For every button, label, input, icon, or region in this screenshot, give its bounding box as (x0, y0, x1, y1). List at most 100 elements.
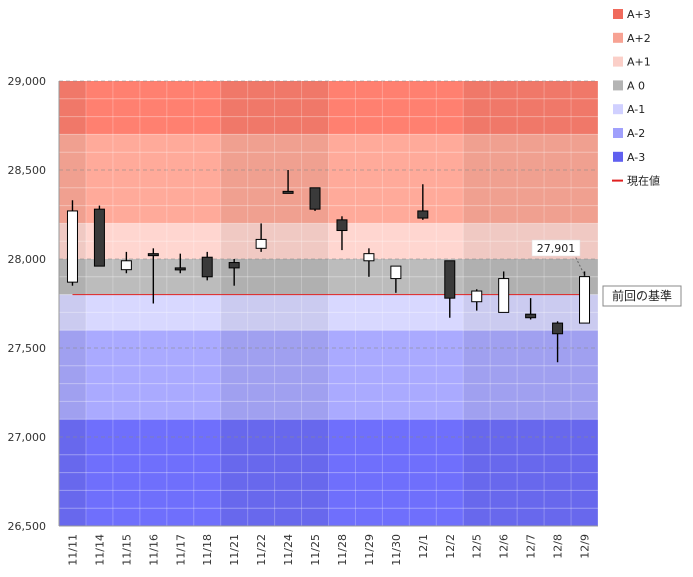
band-Aplus2 (59, 134, 598, 224)
candle-body-down (525, 313, 537, 319)
legend-swatch (613, 56, 623, 67)
x-tick-label: 11/29 (363, 534, 376, 566)
x-tick-label: 12/1 (417, 534, 430, 559)
x-tick-label: 11/21 (228, 534, 241, 566)
legend-label: A-2 (627, 127, 645, 140)
last-close-leader (573, 253, 586, 277)
candle-11-29 (363, 248, 375, 277)
legend-swatch (613, 32, 623, 43)
candle-body-up (255, 238, 267, 249)
legend-label: A-3 (627, 151, 645, 164)
grid-layer (58, 80, 599, 527)
candle-body-down (282, 190, 294, 194)
candle-body-up (390, 265, 402, 280)
candle-11-14 (93, 205, 105, 267)
candle-12-8 (552, 321, 564, 363)
candle-body-up (120, 260, 132, 271)
candle-body-up (471, 290, 483, 303)
x-tick-label: 11/18 (201, 534, 214, 566)
candle-12-7 (525, 298, 537, 320)
x-tick-label: 12/2 (444, 534, 457, 559)
legend: A+3 A+2 A+1 A 0 A-1 A-2 A-3 現在値 (612, 8, 660, 188)
candle-11-16 (147, 248, 159, 304)
x-tick-label: 11/28 (336, 534, 349, 566)
legend-swatch (613, 80, 623, 91)
candle-body-down (174, 267, 186, 271)
candle-body-up (66, 210, 78, 283)
candle-11-30 (390, 265, 402, 293)
candle-12-2 (444, 260, 456, 318)
x-tick-label: 11/15 (120, 534, 133, 566)
candle-body-down (417, 210, 429, 219)
candle-body-down (147, 253, 159, 257)
band-Aplus3 (59, 81, 598, 135)
week-shade (59, 81, 86, 526)
candle-11-22 (255, 223, 267, 252)
y-tick-label: 27,500 (8, 342, 47, 355)
candle-11-15 (120, 251, 132, 274)
x-tick-label: 11/11 (66, 534, 79, 566)
candle-12-9 (579, 271, 591, 324)
candle-12-5 (471, 289, 483, 311)
x-tick-label: 11/14 (93, 534, 106, 566)
candle-11-21 (228, 259, 240, 286)
x-tick-label: 12/6 (498, 534, 511, 559)
candle-11-11 (66, 200, 78, 286)
column-shade-layer (59, 81, 598, 526)
candle-body-down (444, 260, 456, 299)
week-shade (220, 81, 329, 526)
x-tick-label: 12/5 (471, 534, 484, 559)
candle-body-down (552, 322, 564, 335)
candle-11-24 (282, 170, 294, 194)
candle-body-up (363, 253, 375, 262)
candle-12-1 (417, 184, 429, 220)
candle-11-28 (336, 216, 348, 251)
callout-layer: 27,901 前回の基準 (531, 239, 682, 307)
candle-body-down (336, 219, 348, 232)
band-Aminus2 (59, 330, 598, 420)
candle-body-down (228, 262, 240, 269)
y-tick-label: 26,500 (8, 520, 47, 533)
legend-swatch (613, 104, 623, 115)
legend-label: 現在値 (627, 175, 660, 188)
y-tick-label: 27,000 (8, 431, 47, 444)
candle-11-17 (174, 253, 186, 274)
legend-swatch (613, 9, 623, 19)
candle-12-6 (498, 271, 510, 313)
last-close-box (531, 239, 581, 257)
x-tick-label: 12/8 (552, 534, 565, 559)
x-tick-label: 12/7 (525, 534, 538, 559)
previous-basis-box (602, 285, 682, 307)
candle-body-up (498, 278, 510, 313)
x-tick-label: 12/9 (579, 534, 592, 559)
x-tick-label: 11/25 (309, 534, 322, 566)
legend-label: A+3 (627, 8, 651, 21)
band-Aplus1 (59, 223, 598, 259)
legend-swatch (613, 128, 623, 138)
x-tick-label: 11/30 (390, 534, 403, 566)
legend-label: A+2 (627, 32, 651, 45)
x-tick-label: 11/24 (282, 534, 295, 566)
legend-label: A+1 (627, 56, 651, 69)
legend-label: A 0 (627, 79, 645, 92)
candle-body-down (201, 256, 213, 278)
x-tick-label: 11/17 (174, 534, 187, 566)
legend-swatch (613, 151, 623, 162)
last-close-label: 27,901 (537, 242, 576, 255)
band-layer (59, 81, 598, 526)
y-tick-label: 28,500 (8, 164, 47, 177)
previous-basis-label: 前回の基準 (612, 288, 672, 303)
y-axis: 26,500 27,000 27,500 28,000 28,500 29,000 (8, 75, 60, 533)
candle-body-down (93, 208, 105, 267)
y-tick-label: 29,000 (8, 75, 47, 88)
legend-label: A-1 (627, 103, 645, 116)
x-tick-label: 11/16 (147, 534, 160, 566)
x-tick-label: 11/22 (255, 534, 268, 566)
candle-11-25 (309, 187, 321, 211)
candle-11-18 (201, 251, 213, 281)
y-tick-label: 28,000 (8, 253, 47, 266)
candle-layer (66, 170, 591, 363)
x-axis: 11/11 11/14 11/15 11/16 11/17 11/18 11/21 11/22… (59, 525, 598, 566)
candle-body-up (579, 276, 591, 324)
